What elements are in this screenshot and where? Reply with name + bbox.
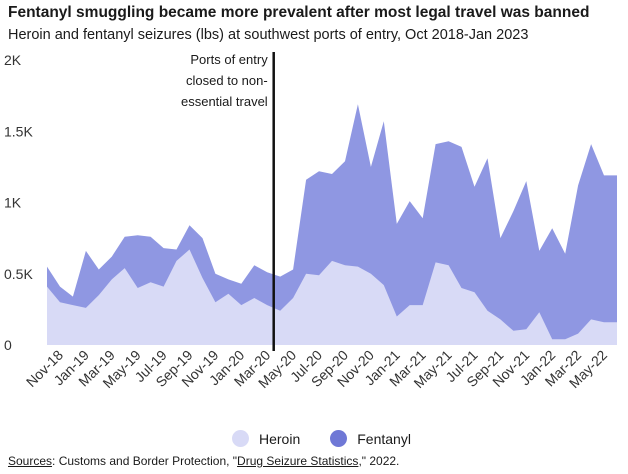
sources-note: Sources: Customs and Border Protection, …	[8, 454, 399, 468]
sources-link[interactable]: Drug Seizure Statistics	[237, 454, 359, 468]
legend-swatch-heroin	[232, 430, 249, 447]
y-tick-label: 0.5K	[4, 266, 33, 282]
sources-text-b: ," 2022.	[358, 454, 400, 468]
chart-title: Fentanyl smuggling became more prevalent…	[8, 4, 590, 21]
legend: Heroin Fentanyl	[232, 430, 441, 447]
annotation-line: Ports of entry	[190, 52, 268, 67]
legend-label-heroin: Heroin	[259, 430, 301, 447]
y-tick-label: 2K	[4, 52, 22, 68]
y-tick-label: 0	[4, 337, 12, 353]
legend-label-fentanyl: Fentanyl	[357, 430, 411, 447]
sources-label: Sources	[8, 454, 53, 468]
annotation-line: essential travel	[181, 94, 268, 109]
sources-text-a: : Customs and Border Protection, "	[52, 454, 238, 468]
legend-item-heroin: Heroin	[232, 430, 300, 447]
y-tick-label: 1K	[4, 195, 22, 211]
chart-subtitle: Heroin and fentanyl seizures (lbs) at so…	[8, 27, 529, 43]
y-tick-label: 1.5K	[4, 123, 33, 139]
annotation-line: closed to non-	[186, 73, 268, 88]
heroin-area	[47, 249, 617, 345]
legend-swatch-fentanyl	[330, 430, 348, 447]
legend-item-fentanyl: Fentanyl	[330, 430, 411, 447]
